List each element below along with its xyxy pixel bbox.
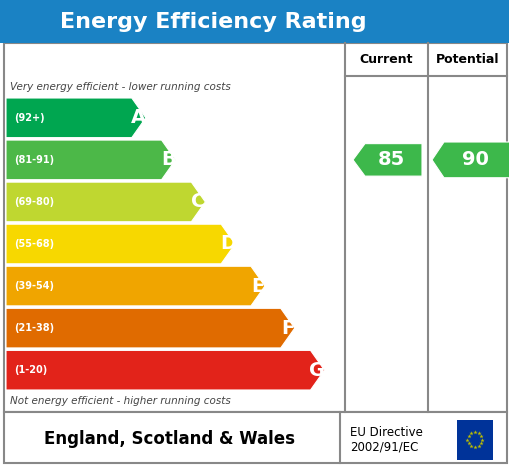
- Text: Current: Current: [360, 53, 413, 66]
- Polygon shape: [6, 266, 265, 306]
- Text: Energy Efficiency Rating: Energy Efficiency Rating: [61, 12, 367, 31]
- Text: (92+): (92+): [14, 113, 45, 123]
- Text: (81-91): (81-91): [14, 155, 54, 165]
- Text: 90: 90: [462, 150, 489, 170]
- Text: G: G: [309, 361, 326, 380]
- Text: England, Scotland & Wales: England, Scotland & Wales: [44, 431, 296, 448]
- Bar: [4, 43, 507, 412]
- Polygon shape: [432, 142, 509, 178]
- Text: F: F: [281, 318, 294, 338]
- Polygon shape: [6, 140, 176, 180]
- Text: D: D: [220, 234, 236, 254]
- Text: (1-20): (1-20): [14, 365, 47, 375]
- Text: Not energy efficient - higher running costs: Not energy efficient - higher running co…: [10, 396, 231, 406]
- Bar: [0, 0, 509, 43]
- Text: C: C: [191, 192, 206, 212]
- Bar: [4, 412, 507, 463]
- Polygon shape: [6, 224, 235, 264]
- Text: (21-38): (21-38): [14, 323, 54, 333]
- Text: (39-54): (39-54): [14, 281, 54, 291]
- Polygon shape: [353, 144, 422, 176]
- Text: A: A: [131, 108, 147, 127]
- Text: B: B: [161, 150, 176, 170]
- Polygon shape: [6, 308, 295, 348]
- Polygon shape: [6, 182, 205, 222]
- Text: 85: 85: [378, 150, 405, 170]
- Text: E: E: [251, 276, 265, 296]
- Polygon shape: [6, 98, 146, 138]
- Text: EU Directive: EU Directive: [350, 426, 423, 439]
- Text: (69-80): (69-80): [14, 197, 54, 207]
- Bar: [457, 419, 493, 460]
- Polygon shape: [6, 350, 325, 390]
- Text: 2002/91/EC: 2002/91/EC: [350, 440, 418, 453]
- Text: Potential: Potential: [436, 53, 499, 66]
- Text: (55-68): (55-68): [14, 239, 54, 249]
- Text: Very energy efficient - lower running costs: Very energy efficient - lower running co…: [10, 82, 231, 92]
